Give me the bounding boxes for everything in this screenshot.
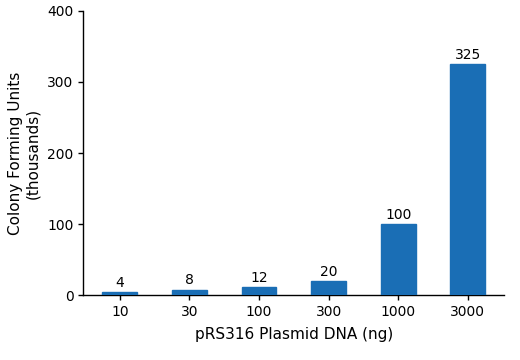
Bar: [172, 289, 207, 295]
Bar: [242, 287, 277, 295]
Bar: [311, 281, 346, 295]
Bar: [381, 224, 415, 295]
Bar: [102, 292, 137, 295]
Text: 12: 12: [250, 270, 268, 284]
Text: 20: 20: [320, 265, 337, 279]
X-axis label: pRS316 Plasmid DNA (ng): pRS316 Plasmid DNA (ng): [194, 327, 393, 342]
Text: 4: 4: [115, 276, 124, 290]
Y-axis label: Colony Forming Units
(thousands): Colony Forming Units (thousands): [8, 71, 40, 235]
Text: 8: 8: [185, 273, 194, 287]
Text: 325: 325: [454, 48, 481, 62]
Bar: [450, 64, 485, 295]
Text: 100: 100: [385, 208, 411, 222]
